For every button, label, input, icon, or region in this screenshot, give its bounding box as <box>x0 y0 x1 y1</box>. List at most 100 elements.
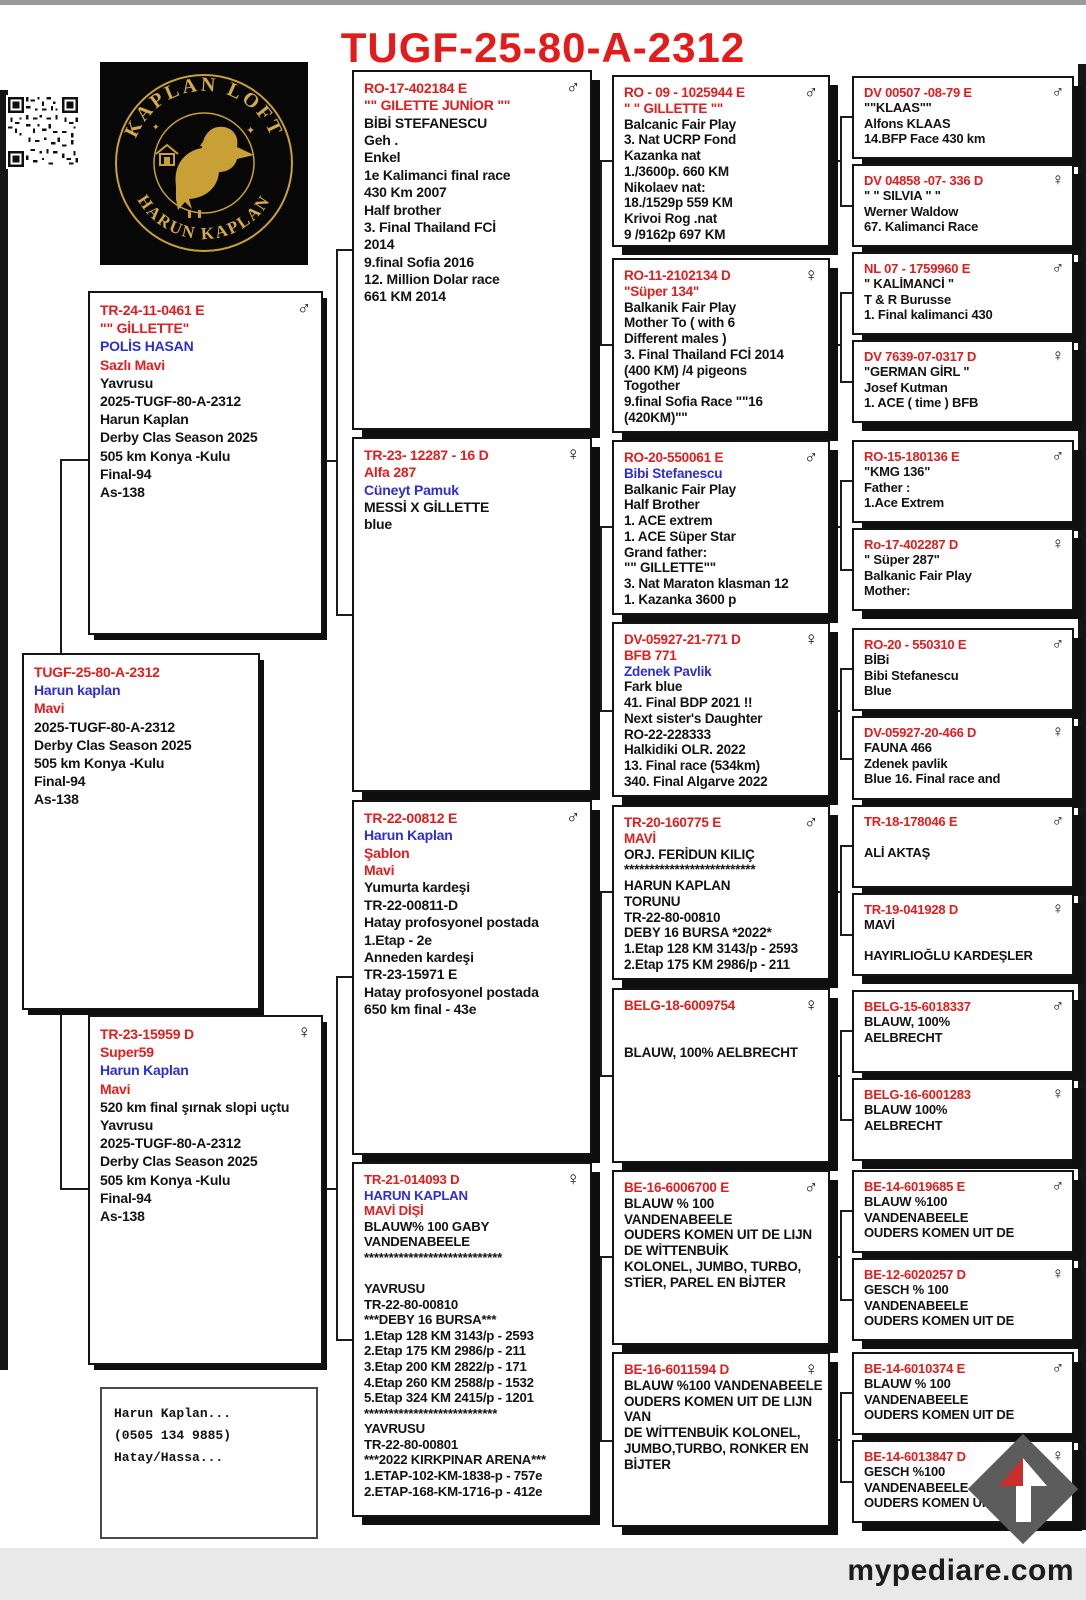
contact-box: Harun Kaplan... (0505 134 9885) Hatay/Hass… <box>100 1387 318 1539</box>
connector-line <box>600 526 612 528</box>
box-belg-18-6009754: ♀ BELG-18-6009754 BLAUW, 100% AELBRECHT <box>612 988 830 1163</box>
connector-line <box>840 668 842 760</box>
connector-line <box>592 614 600 616</box>
text-line: "" GILETTE JUNİOR "" <box>364 97 511 114</box>
text-line: TR-22-80-00810 <box>364 1296 458 1312</box>
text-line <box>364 1265 580 1281</box>
text-line: TR-22-80-00801 <box>364 1436 458 1452</box>
male-sex-icon: ♂ <box>1051 634 1064 653</box>
text-line: TR-22-00811-D <box>364 896 458 913</box>
text-line: 3.Etap 200 KM 2822/p - 171 <box>364 1358 527 1374</box>
connector-line <box>830 891 840 893</box>
box-be-14-6019685: ♂ BE-14-6019685 E BLAUW %100 VANDENABEELE O… <box>852 1170 1074 1253</box>
house-icon <box>155 143 179 166</box>
text-line: 4.Etap 260 KM 2588/p - 1532 <box>364 1374 534 1390</box>
connector-line <box>600 344 612 346</box>
pedigree-box-text: NL 07 - 1759960 E " KALİMANCİ " T & R Buru… <box>864 261 1062 322</box>
site-watermark: mypediare.com <box>847 1554 1074 1587</box>
text-line: TR-19-041928 D <box>864 902 959 917</box>
connector-line <box>60 459 88 461</box>
text-line: MAVİ DİŞİ <box>364 1203 424 1219</box>
text-line: Yavrusu <box>100 1116 154 1133</box>
connector-line <box>840 758 852 760</box>
text-line: Different males ) <box>624 331 727 347</box>
text-line: 1.Etap 128 KM 3143/p - 2593 <box>624 941 798 957</box>
text-line: Harun kaplan <box>34 682 121 699</box>
connector-line <box>840 480 842 571</box>
text-line: 340. Final Algarve 2022 <box>624 774 768 790</box>
connector-line <box>830 1256 840 1258</box>
text-line: VANDENABEELE <box>864 1297 969 1313</box>
text-line <box>624 1014 818 1030</box>
text-line: HAYIRLIOĞLU KARDEŞLER <box>864 947 1033 963</box>
text-line: Mother: <box>864 582 911 598</box>
text-line: "KMG 136" <box>864 464 931 480</box>
female-sex-icon: ♀ <box>565 1169 580 1190</box>
text-line: Anneden kardeşi <box>364 948 474 965</box>
text-line: Ro-17-402287 D <box>864 537 959 552</box>
scroll-top-button[interactable] <box>967 1433 1079 1545</box>
text-line: BE-16-6006700 E <box>624 1180 730 1195</box>
text-line: 1.Ace Extrem <box>864 494 944 510</box>
male-sex-icon: ♂ <box>565 807 580 828</box>
text-line: Derby Clas Season 2025 <box>100 1153 258 1170</box>
text-line: FAUNA 466 <box>864 740 932 756</box>
box-dv-05927-21-771: ♀ DV-05927-21-771 D BFB 771 Zdenek Pavlik F… <box>612 622 830 797</box>
contact-text: Harun Kaplan... (0505 134 9885) Hatay/Hass… <box>114 1403 304 1469</box>
connector-line <box>323 1188 336 1190</box>
female-sex-icon: ♀ <box>1051 1264 1064 1283</box>
text-line: Alfa 287 <box>364 464 417 481</box>
connector-line <box>840 1299 852 1301</box>
connector-line <box>840 1210 842 1301</box>
text-line: 9 /9162p 697 KM <box>624 227 726 243</box>
box-ro-20-550310: ♂ RO-20 - 550310 E BİBi Bibi Stefanescu Blu… <box>852 628 1074 711</box>
connector-line <box>336 614 352 616</box>
text-line: BLAUW % 100 <box>624 1195 715 1211</box>
pedigree-box-text: TR-18-178046 E ALİ AKTAŞ <box>864 814 1062 860</box>
text-line: 67. Kalimanci Race <box>864 218 979 234</box>
male-sex-icon: ♂ <box>1051 1358 1064 1377</box>
text-line: 1.Etap - 2e <box>364 931 432 948</box>
page-title: TUGF-25-80-A-2312 <box>340 24 746 71</box>
text-line: BLAUW, 100% <box>864 1014 950 1030</box>
text-line: Enkel <box>364 149 401 166</box>
connector-line <box>840 381 852 383</box>
text-line: 3. Final Thailand FCİ 2014 <box>624 346 784 362</box>
text-line: DV-05927-21-771 D <box>624 632 741 647</box>
text-line: Mother To ( with 6 <box>624 315 735 331</box>
text-line: 1. ACE Süper Star <box>624 528 736 544</box>
text-line: " " SILVIA " " <box>864 188 941 204</box>
pedigree-box-text: TR-21-014093 D HARUN KAPLAN MAVİ DİŞİ BLAUW… <box>364 1172 580 1499</box>
text-line: Şablon <box>364 844 410 861</box>
text-line: BE-14-6019685 E <box>864 1179 966 1194</box>
pedigree-box-text: RO-11-2102134 D "Süper 134" Balkanik Fair … <box>624 268 818 426</box>
text-line: Derby Clas Season 2025 <box>34 736 192 753</box>
text-line: 3. Final Thailand FCİ <box>364 218 496 235</box>
text-line: Fark blue <box>624 679 683 695</box>
connector-line <box>830 1075 840 1077</box>
pedigree-box-text: RO - 09 - 1025944 E " " GILLETTE "" Balcan… <box>624 85 818 243</box>
connector-line <box>600 526 602 712</box>
text-line: Derby Clas Season 2025 <box>100 429 258 446</box>
box-tr-22-00812: ♂ TR-22-00812 E Harun Kaplan Şablon Mavi Yum… <box>352 800 592 1155</box>
connector-line <box>336 1339 352 1341</box>
text-line: Mavi <box>34 700 65 717</box>
text-line: RO-22-228333 <box>624 726 711 742</box>
connector-line <box>840 845 852 847</box>
text-line: 13. Final race (534km) <box>624 758 760 774</box>
box-be-14-6010374: ♂ BE-14-6010374 E BLAUW % 100 VANDENABEELE… <box>852 1352 1074 1435</box>
text-line: Sazlı Mavi <box>100 356 165 373</box>
male-sex-icon: ♂ <box>1051 258 1064 277</box>
pedigree-box-text: TUGF-25-80-A-2312 Harun kaplan Mavi 2025-TU… <box>34 663 248 809</box>
text-line: 1./3600p. 660 KM <box>624 163 729 179</box>
text-line: " " GILLETTE "" <box>624 100 724 116</box>
male-sex-icon: ♂ <box>1051 446 1064 465</box>
text-line: VANDENABEELE <box>624 1211 733 1227</box>
connector-line <box>840 1392 852 1394</box>
box-nl-07-1759960: ♂ NL 07 - 1759960 E " KALİMANCİ " T & R Bu… <box>852 252 1074 335</box>
text-line: 2014 <box>364 236 395 253</box>
text-line: Alfons KLAAS <box>864 115 951 131</box>
connector-line <box>592 249 600 251</box>
text-line: TR-22-80-00810 <box>624 909 721 925</box>
connector-line <box>840 292 852 294</box>
